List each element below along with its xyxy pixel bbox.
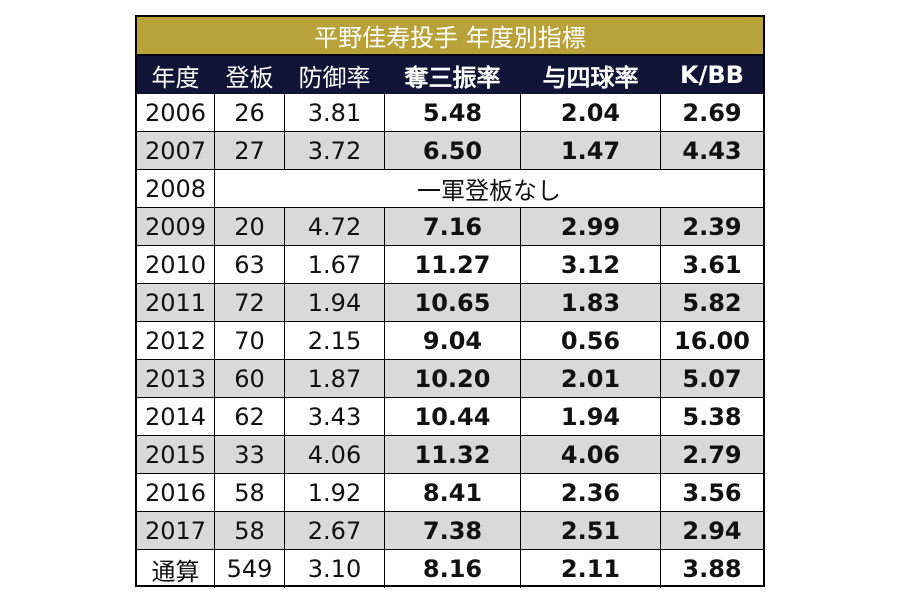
k9-cell: 10.65 [385,284,521,321]
bb9-cell: 2.04 [521,94,661,131]
table-row: 2007 27 3.72 6.50 1.47 4.43 [137,132,763,170]
games-cell: 72 [215,284,285,321]
era-cell: 3.10 [285,550,385,588]
year-cell: 2011 [137,284,215,321]
table-row: 2014 62 3.43 10.44 1.94 5.38 [137,398,763,436]
kbb-cell: 2.79 [682,440,742,469]
era-cell: 3.43 [285,398,385,435]
games-cell: 27 [215,132,285,169]
no-appearance-cell: 一軍登板なし [417,177,561,205]
year-cell: 2010 [137,246,215,283]
games-cell: 26 [215,94,285,131]
table-row: 2015 33 4.06 11.32 4.06 2.79 [137,436,763,474]
era-cell: 2.67 [285,512,385,549]
kbb-cell: 2.94 [682,516,742,545]
bb9-cell: 3.12 [521,246,661,283]
bb9-cell: 1.94 [521,398,661,435]
header-year: 年度 [137,56,215,94]
year-cell: 通算 [137,550,215,588]
kbb-cell: 2.39 [682,212,742,241]
bb9-cell: 2.51 [521,512,661,549]
year-cell: 2008 [137,170,215,207]
k9-cell: 7.38 [385,512,521,549]
k9-cell: 11.27 [385,246,521,283]
era-cell: 1.67 [285,246,385,283]
games-cell: 58 [215,474,285,511]
era-cell: 3.81 [285,94,385,131]
header-k9: 奪三振率 [385,56,521,94]
table-row-total: 通算 549 3.10 8.16 2.11 3.88 [137,550,763,588]
kbb-cell: 5.82 [682,288,742,317]
table-row: 2017 58 2.67 7.38 2.51 2.94 [137,512,763,550]
table-row: 2012 70 2.15 9.04 0.56 16.00 [137,322,763,360]
year-cell: 2014 [137,398,215,435]
k9-cell: 8.16 [385,550,521,588]
stats-table: 平野佳寿投手 年度別指標 年度 登板 防御率 奪三振率 与四球率 K/BB 20… [135,15,765,588]
header-era: 防御率 [285,56,385,94]
kbb-cell: 3.61 [682,250,742,279]
table-row: 2010 63 1.67 11.27 3.12 3.61 [137,246,763,284]
k9-cell: 7.16 [385,208,521,245]
table-row: 2006 26 3.81 5.48 2.04 2.69 [137,94,763,132]
era-cell: 1.94 [285,284,385,321]
header-kbb: K/BB [680,61,744,89]
k9-cell: 10.20 [385,360,521,397]
year-cell: 2007 [137,132,215,169]
bb9-cell: 4.06 [521,436,661,473]
year-cell: 2013 [137,360,215,397]
era-cell: 1.92 [285,474,385,511]
kbb-cell: 5.38 [682,402,742,431]
year-cell: 2006 [137,94,215,131]
kbb-cell: 16.00 [674,326,750,355]
header-bb9: 与四球率 [521,56,661,94]
era-cell: 1.87 [285,360,385,397]
k9-cell: 6.50 [385,132,521,169]
kbb-cell: 4.43 [682,136,742,165]
header-row: 年度 登板 防御率 奪三振率 与四球率 K/BB [137,56,763,94]
games-cell: 63 [215,246,285,283]
games-cell: 60 [215,360,285,397]
games-cell: 33 [215,436,285,473]
year-cell: 2012 [137,322,215,359]
kbb-cell: 3.88 [682,555,742,583]
table-row: 2011 72 1.94 10.65 1.83 5.82 [137,284,763,322]
table-row: 2008 一軍登板なし [137,170,763,208]
bb9-cell: 2.11 [521,550,661,588]
bb9-cell: 2.01 [521,360,661,397]
era-cell: 4.06 [285,436,385,473]
games-cell: 62 [215,398,285,435]
year-cell: 2016 [137,474,215,511]
kbb-cell: 2.69 [682,98,742,127]
bb9-cell: 1.83 [521,284,661,321]
year-cell: 2015 [137,436,215,473]
era-cell: 4.72 [285,208,385,245]
table-row: 2013 60 1.87 10.20 2.01 5.07 [137,360,763,398]
games-cell: 70 [215,322,285,359]
games-cell: 549 [215,550,285,588]
bb9-cell: 2.36 [521,474,661,511]
bb9-cell: 2.99 [521,208,661,245]
k9-cell: 8.41 [385,474,521,511]
k9-cell: 10.44 [385,398,521,435]
games-cell: 20 [215,208,285,245]
k9-cell: 11.32 [385,436,521,473]
header-games: 登板 [215,56,285,94]
k9-cell: 5.48 [385,94,521,131]
table-title: 平野佳寿投手 年度別指標 [137,17,763,56]
year-cell: 2009 [137,208,215,245]
table-row: 2016 58 1.92 8.41 2.36 3.56 [137,474,763,512]
era-cell: 2.15 [285,322,385,359]
kbb-cell: 3.56 [682,478,742,507]
era-cell: 3.72 [285,132,385,169]
table-row: 2009 20 4.72 7.16 2.99 2.39 [137,208,763,246]
year-cell: 2017 [137,512,215,549]
bb9-cell: 0.56 [521,322,661,359]
bb9-cell: 1.47 [521,132,661,169]
games-cell: 58 [215,512,285,549]
kbb-cell: 5.07 [682,364,742,393]
k9-cell: 9.04 [385,322,521,359]
